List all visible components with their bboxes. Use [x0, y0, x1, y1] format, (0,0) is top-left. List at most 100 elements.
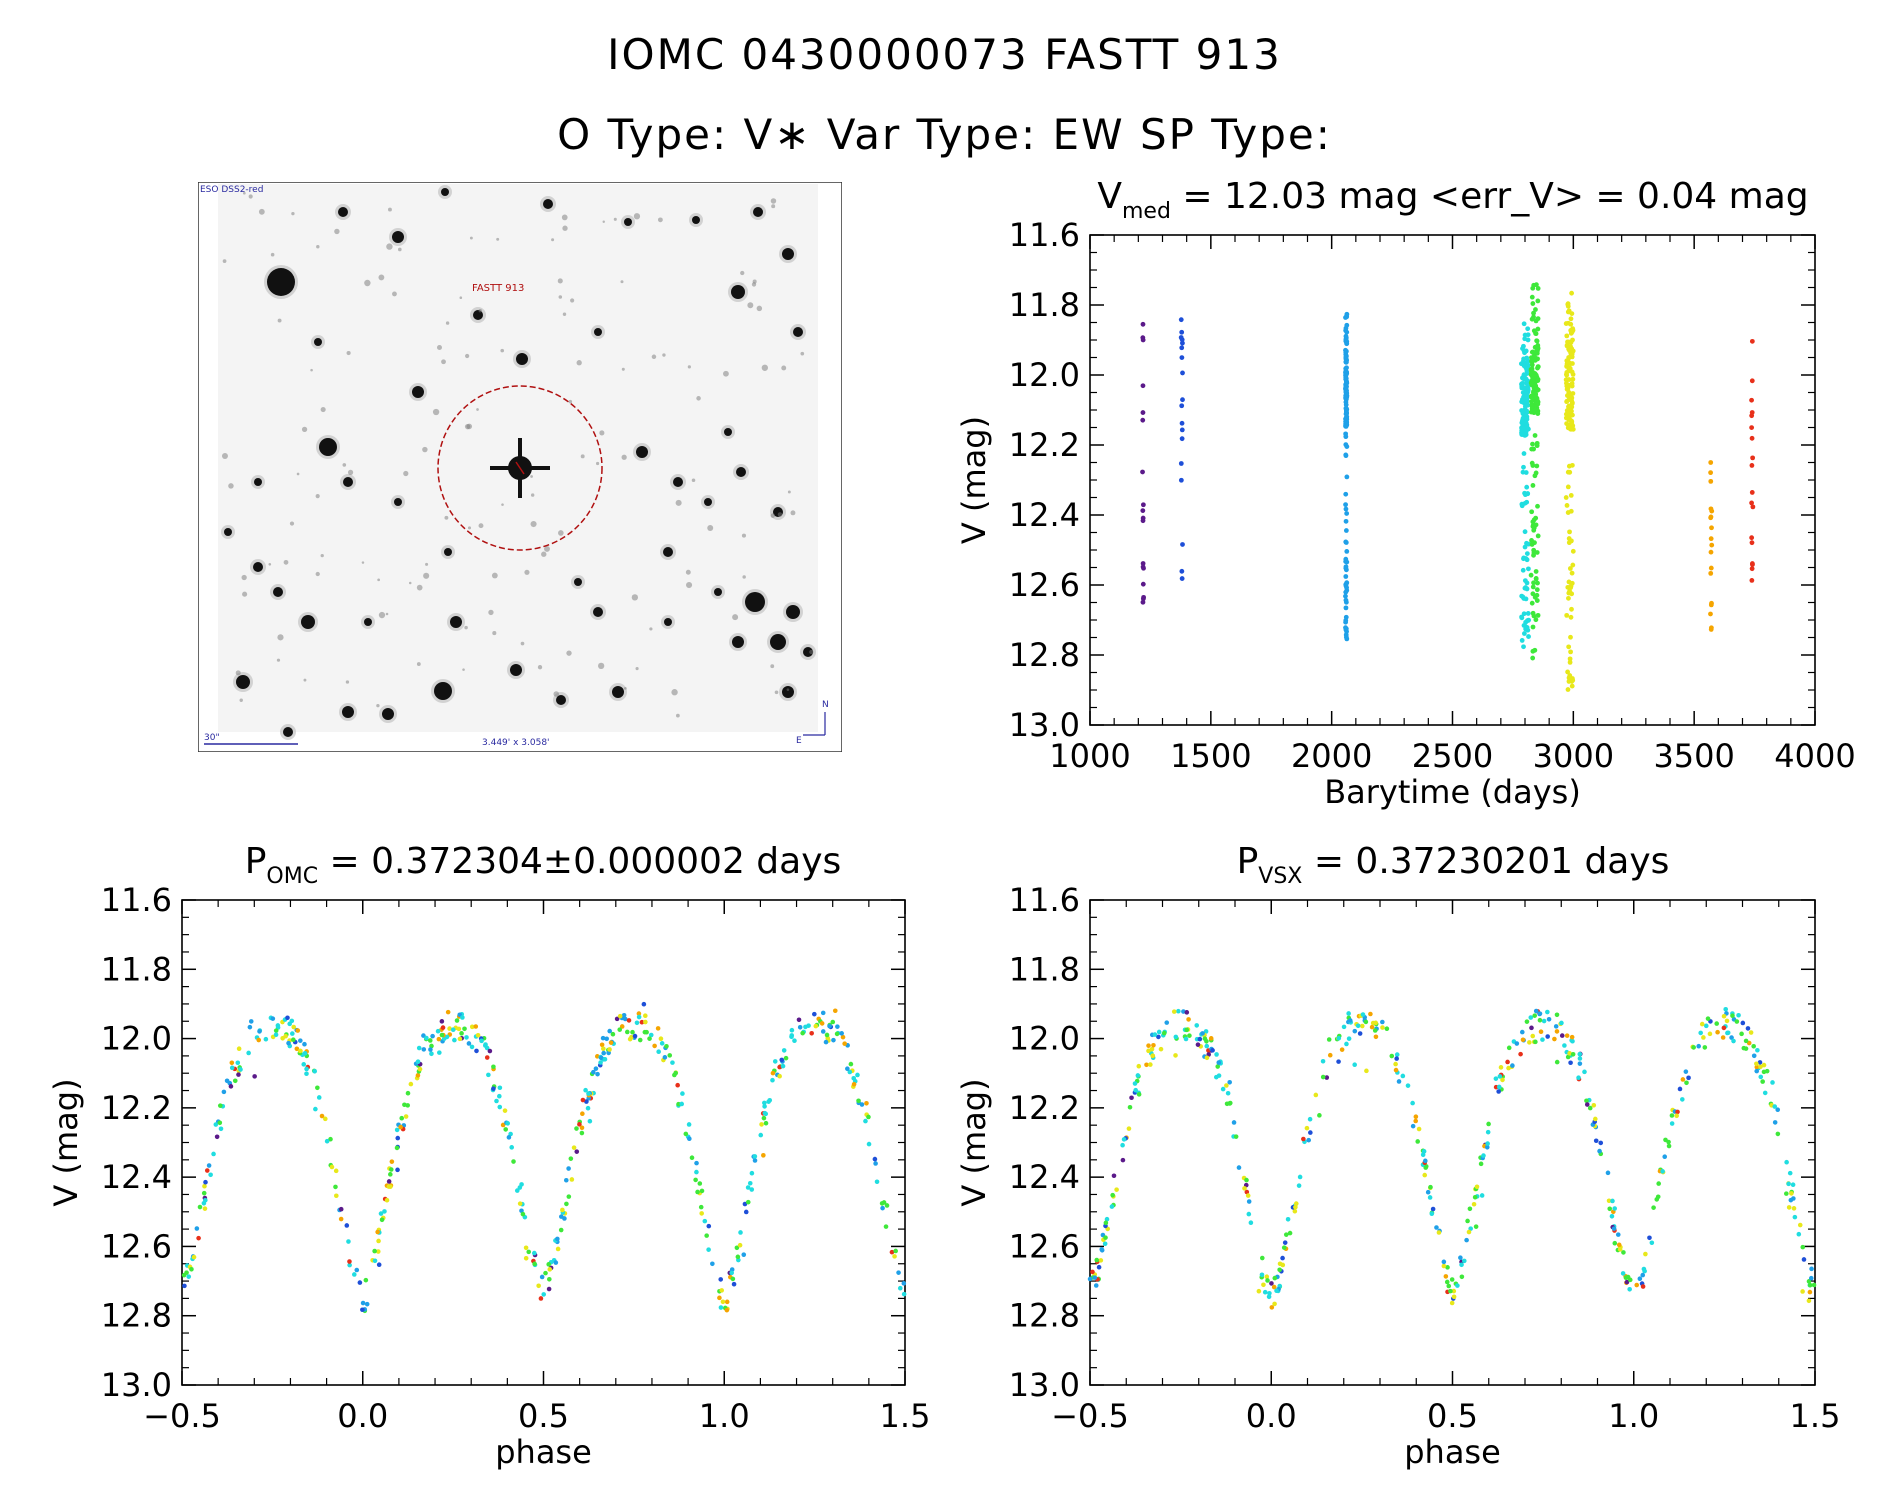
sky-faint-star	[770, 513, 776, 518]
phase-vsx-point	[1233, 1134, 1239, 1139]
phase-vsx-point	[1465, 1218, 1470, 1224]
phase-omc-point	[569, 1177, 575, 1182]
lightcurve-point	[1564, 372, 1570, 378]
sky-faint-star	[492, 631, 497, 636]
phase-vsx-point	[1691, 1045, 1696, 1050]
sky-faint-star	[222, 259, 227, 263]
phase-omc-point	[395, 1135, 401, 1141]
lightcurve-point	[1140, 337, 1146, 343]
sky-faint-star	[364, 279, 371, 287]
sky-faint-star	[676, 713, 680, 718]
phase-omc-point	[562, 1216, 567, 1221]
sky-faint-star	[770, 664, 775, 669]
phase-vsx-point	[1762, 1090, 1768, 1096]
phase-vsx-point	[1500, 1077, 1505, 1083]
phase-vsx-point	[1421, 1149, 1427, 1154]
lightcurve-point	[1570, 677, 1576, 683]
sky-faint-star	[561, 214, 568, 221]
phase-omc-point	[883, 1224, 889, 1229]
phase-vsx-point	[1326, 1037, 1332, 1042]
phase-vsx-point	[1593, 1116, 1598, 1122]
sky-faint-star	[301, 426, 308, 433]
phase-vsx-point	[1098, 1258, 1104, 1263]
lightcurve-point	[1343, 416, 1348, 422]
phase-vsx-point	[1413, 1114, 1419, 1120]
y-tick-label: 12.4	[1009, 496, 1080, 534]
sky-star	[736, 467, 746, 477]
lightcurve-point	[1523, 596, 1529, 602]
phase-omc-point	[429, 1043, 434, 1049]
phase-omc-point	[747, 1180, 753, 1186]
lightcurve-point	[1749, 566, 1755, 572]
phase-omc-point	[479, 1038, 484, 1044]
phase-omc-point	[767, 1097, 773, 1103]
phase-vsx-point	[1616, 1242, 1622, 1248]
phase-vsx-point	[1416, 1126, 1422, 1132]
lightcurve-point	[1180, 370, 1185, 376]
phase-omc-point	[450, 1027, 456, 1032]
sky-faint-star	[541, 551, 547, 557]
phase-omc-point	[863, 1118, 868, 1124]
sky-faint-star	[464, 625, 468, 630]
phase-vsx-point	[1445, 1265, 1450, 1270]
sky-faint-star	[283, 559, 289, 565]
phase-omc-point	[295, 1028, 301, 1033]
phase-vsx-point	[1609, 1213, 1615, 1219]
sky-faint-star	[501, 503, 504, 506]
sky-faint-star	[268, 563, 272, 566]
phase-omc-point	[191, 1254, 197, 1260]
phase-vsx-point	[1654, 1197, 1660, 1202]
sky-faint-star	[315, 571, 320, 577]
phase-omc-point	[619, 1024, 625, 1029]
phase-vsx-point	[1530, 1033, 1536, 1039]
sky-faint-star	[423, 572, 430, 579]
lightcurve-point	[1531, 370, 1537, 376]
phase-omc-point	[730, 1276, 736, 1282]
lightcurve-point	[1140, 417, 1146, 423]
phase-omc-point	[213, 1122, 219, 1127]
sky-star	[770, 634, 786, 650]
phase-omc-point	[263, 1036, 269, 1042]
phase-vsx-point	[1720, 1035, 1726, 1040]
phase-omc-point	[408, 1081, 414, 1087]
phase-omc-point	[743, 1209, 749, 1215]
phase-omc-point	[789, 1027, 795, 1033]
phase-omc-point	[693, 1177, 698, 1183]
lightcurve-point	[1569, 462, 1575, 468]
phase-vsx-point	[1262, 1289, 1268, 1295]
phase-omc-point	[388, 1167, 394, 1172]
phase-vsx-point	[1514, 1041, 1520, 1046]
phase-omc-point	[737, 1242, 743, 1248]
sky-faint-star	[551, 238, 555, 242]
x-tick-label: 1.0	[699, 1397, 750, 1435]
phase-omc-point	[304, 1066, 309, 1072]
phase-omc-point	[834, 1031, 840, 1037]
phase-omc-point	[312, 1068, 318, 1074]
phase-vsx-point	[1807, 1282, 1813, 1288]
sky-faint-star	[742, 575, 746, 579]
phase-omc-point	[698, 1204, 704, 1210]
phase-vsx-point	[1760, 1079, 1765, 1084]
lightcurve-point	[1564, 333, 1570, 339]
phase-omc-point	[781, 1048, 787, 1053]
phase-omc-point	[386, 1184, 392, 1189]
phase-vsx-point	[1721, 1013, 1727, 1019]
phase-vsx-point	[1336, 1035, 1342, 1041]
sky-star	[704, 498, 712, 506]
lightcurve-point	[1708, 478, 1714, 484]
phase-vsx-point	[1152, 1032, 1158, 1037]
sky-faint-star	[377, 578, 380, 582]
phase-vsx-point	[1754, 1061, 1759, 1067]
lightcurve-point	[1179, 345, 1185, 351]
sky-faint-star	[732, 614, 739, 621]
lightcurve-point	[1343, 599, 1349, 605]
phase-omc-point	[329, 1164, 335, 1170]
lightcurve-point	[1343, 619, 1349, 625]
sky-faint-star	[496, 237, 500, 241]
y-tick-label: 12.0	[101, 1020, 172, 1058]
phase-omc-point	[500, 1122, 506, 1128]
phase-vsx-point	[1204, 1043, 1210, 1049]
phase-vsx-point	[1246, 1199, 1252, 1204]
lightcurve-point	[1532, 433, 1538, 438]
phase-omc-point	[820, 1010, 826, 1016]
